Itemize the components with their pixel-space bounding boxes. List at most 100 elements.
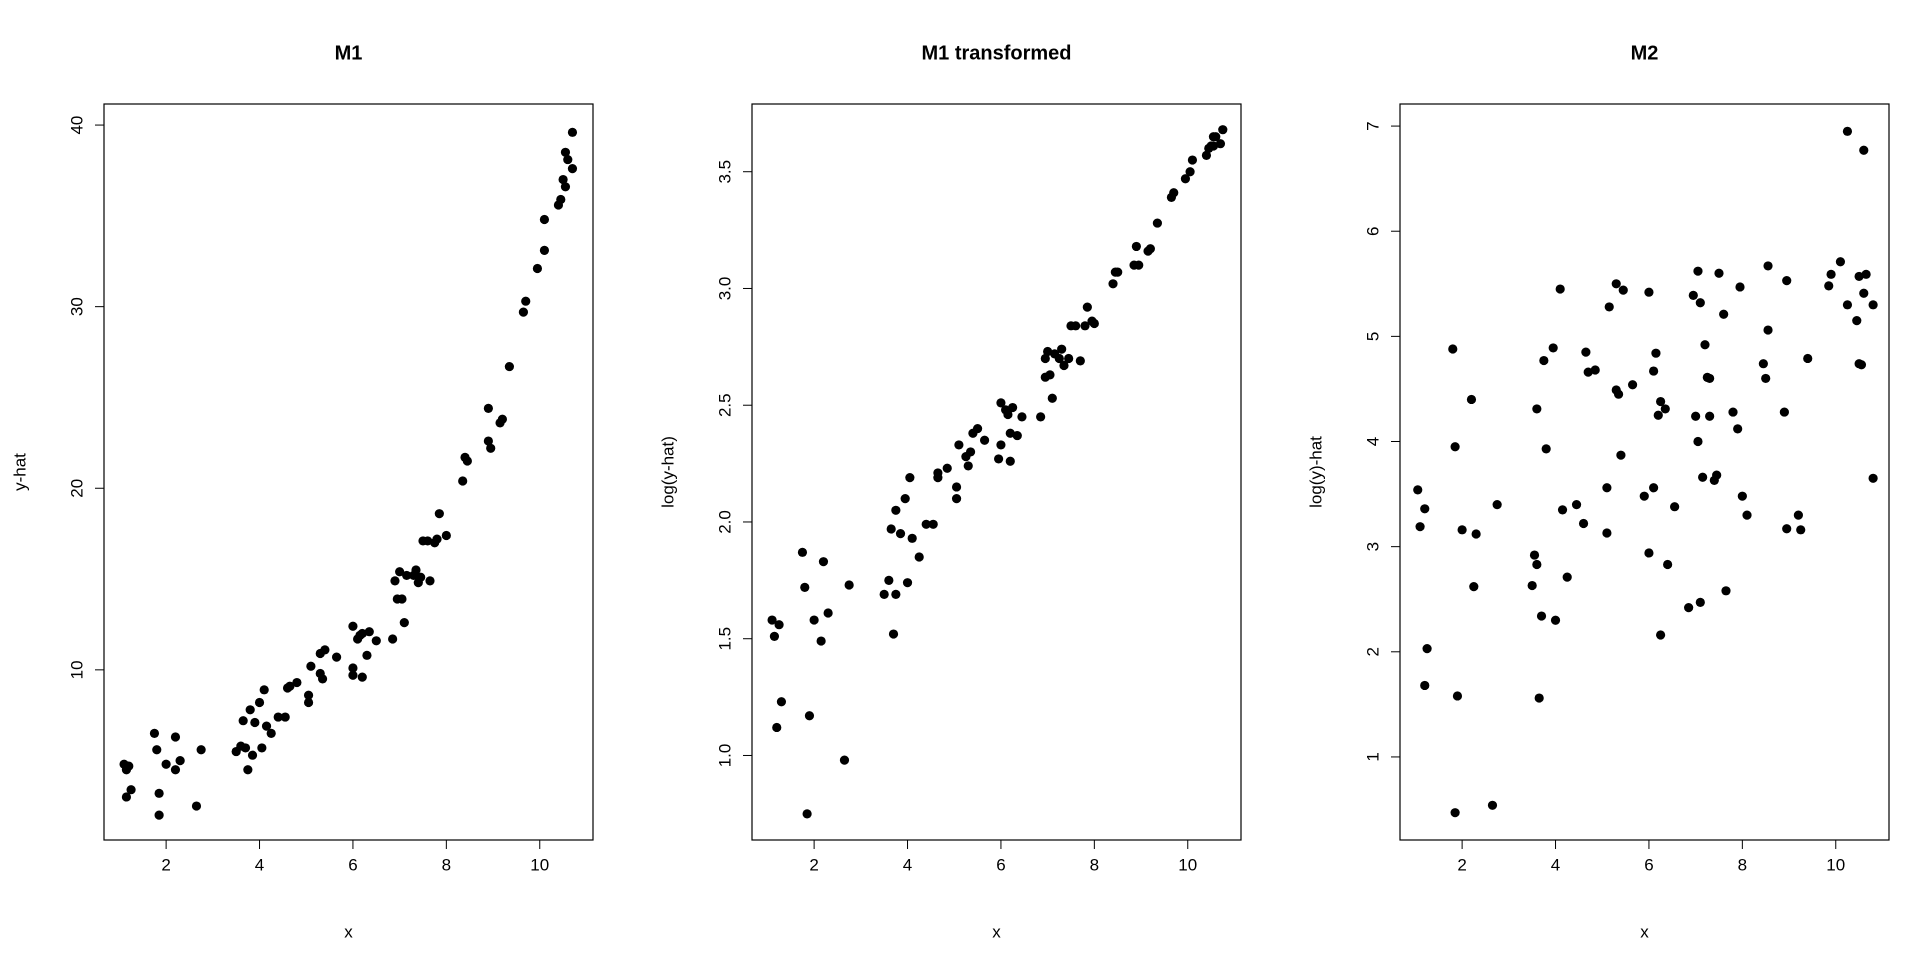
point <box>1796 525 1806 535</box>
point <box>1693 436 1703 447</box>
point <box>331 652 342 662</box>
point <box>395 567 405 577</box>
point <box>126 785 136 795</box>
x-tick-label: 4 <box>1551 855 1560 874</box>
point <box>1064 353 1074 364</box>
point <box>1719 309 1729 319</box>
point <box>933 473 943 483</box>
point <box>1763 325 1773 335</box>
point <box>891 589 901 599</box>
point <box>1131 241 1141 252</box>
point <box>175 756 185 766</box>
y-tick-label: 7 <box>1363 121 1382 130</box>
point <box>1036 412 1046 422</box>
point <box>921 519 931 529</box>
point <box>1705 373 1715 384</box>
point <box>772 722 782 733</box>
point <box>1487 800 1498 810</box>
point <box>1218 125 1228 135</box>
plot-frame <box>1399 103 1890 841</box>
point <box>1536 611 1547 621</box>
point <box>364 627 374 637</box>
point <box>1700 340 1710 350</box>
point <box>769 631 780 641</box>
point <box>161 759 171 769</box>
point <box>1782 524 1792 534</box>
point <box>1550 615 1561 625</box>
y-tick-label: 3 <box>1363 542 1382 551</box>
point <box>259 685 269 695</box>
point <box>497 414 507 424</box>
point <box>1660 404 1670 414</box>
point <box>1728 407 1738 417</box>
chart-title: M1 transformed <box>921 42 1071 64</box>
point <box>1040 353 1050 364</box>
point <box>1059 360 1069 371</box>
point <box>306 661 316 671</box>
x-tick-label: 2 <box>161 855 170 874</box>
point <box>1613 389 1624 399</box>
x-tick-label: 6 <box>996 855 1005 874</box>
point <box>1868 473 1878 483</box>
point <box>774 620 784 630</box>
point <box>154 788 164 798</box>
point <box>1005 428 1015 438</box>
point <box>411 565 421 575</box>
x-tick-label: 10 <box>1178 855 1197 874</box>
point <box>266 728 276 739</box>
chart-title: M1 <box>335 42 363 64</box>
point <box>458 476 468 486</box>
point <box>257 743 267 753</box>
y-tick-label: 3.5 <box>715 160 734 184</box>
point <box>1705 411 1715 421</box>
x-tick-label: 8 <box>1090 855 1099 874</box>
point <box>1005 456 1015 466</box>
point <box>154 810 164 820</box>
point <box>196 745 206 755</box>
point <box>1688 290 1698 300</box>
y-tick-label: 6 <box>1363 226 1382 235</box>
point <box>1047 393 1057 403</box>
point <box>1663 559 1673 570</box>
point <box>767 615 777 625</box>
point <box>1215 139 1226 149</box>
point <box>240 743 251 753</box>
point <box>928 519 938 529</box>
point <box>1859 288 1869 298</box>
point <box>1854 271 1864 282</box>
point <box>1557 505 1568 515</box>
point <box>1691 411 1701 421</box>
point <box>1075 356 1085 366</box>
point <box>558 174 568 185</box>
point <box>1859 145 1869 155</box>
point <box>504 361 514 372</box>
point <box>432 534 442 544</box>
point <box>357 628 367 639</box>
point <box>247 750 258 760</box>
point <box>1803 353 1813 364</box>
point <box>1602 483 1612 493</box>
point <box>486 443 496 453</box>
y-tick-label: 40 <box>67 116 86 135</box>
y-axis-label: log(y-hat) <box>658 436 677 508</box>
point <box>243 765 253 775</box>
point <box>1071 321 1081 331</box>
point <box>1452 691 1463 701</box>
point <box>152 745 162 755</box>
point <box>1733 424 1743 434</box>
point <box>1842 126 1853 136</box>
point <box>886 524 896 534</box>
point <box>567 127 578 137</box>
plot-frame <box>103 103 594 841</box>
point <box>124 761 134 771</box>
point <box>1534 693 1544 703</box>
point <box>1448 344 1458 354</box>
point <box>1670 502 1680 512</box>
point <box>1779 407 1789 417</box>
point <box>1649 366 1659 376</box>
point <box>416 572 426 582</box>
point <box>170 732 181 742</box>
point <box>1527 580 1537 591</box>
y-tick-label: 1 <box>1363 752 1382 761</box>
